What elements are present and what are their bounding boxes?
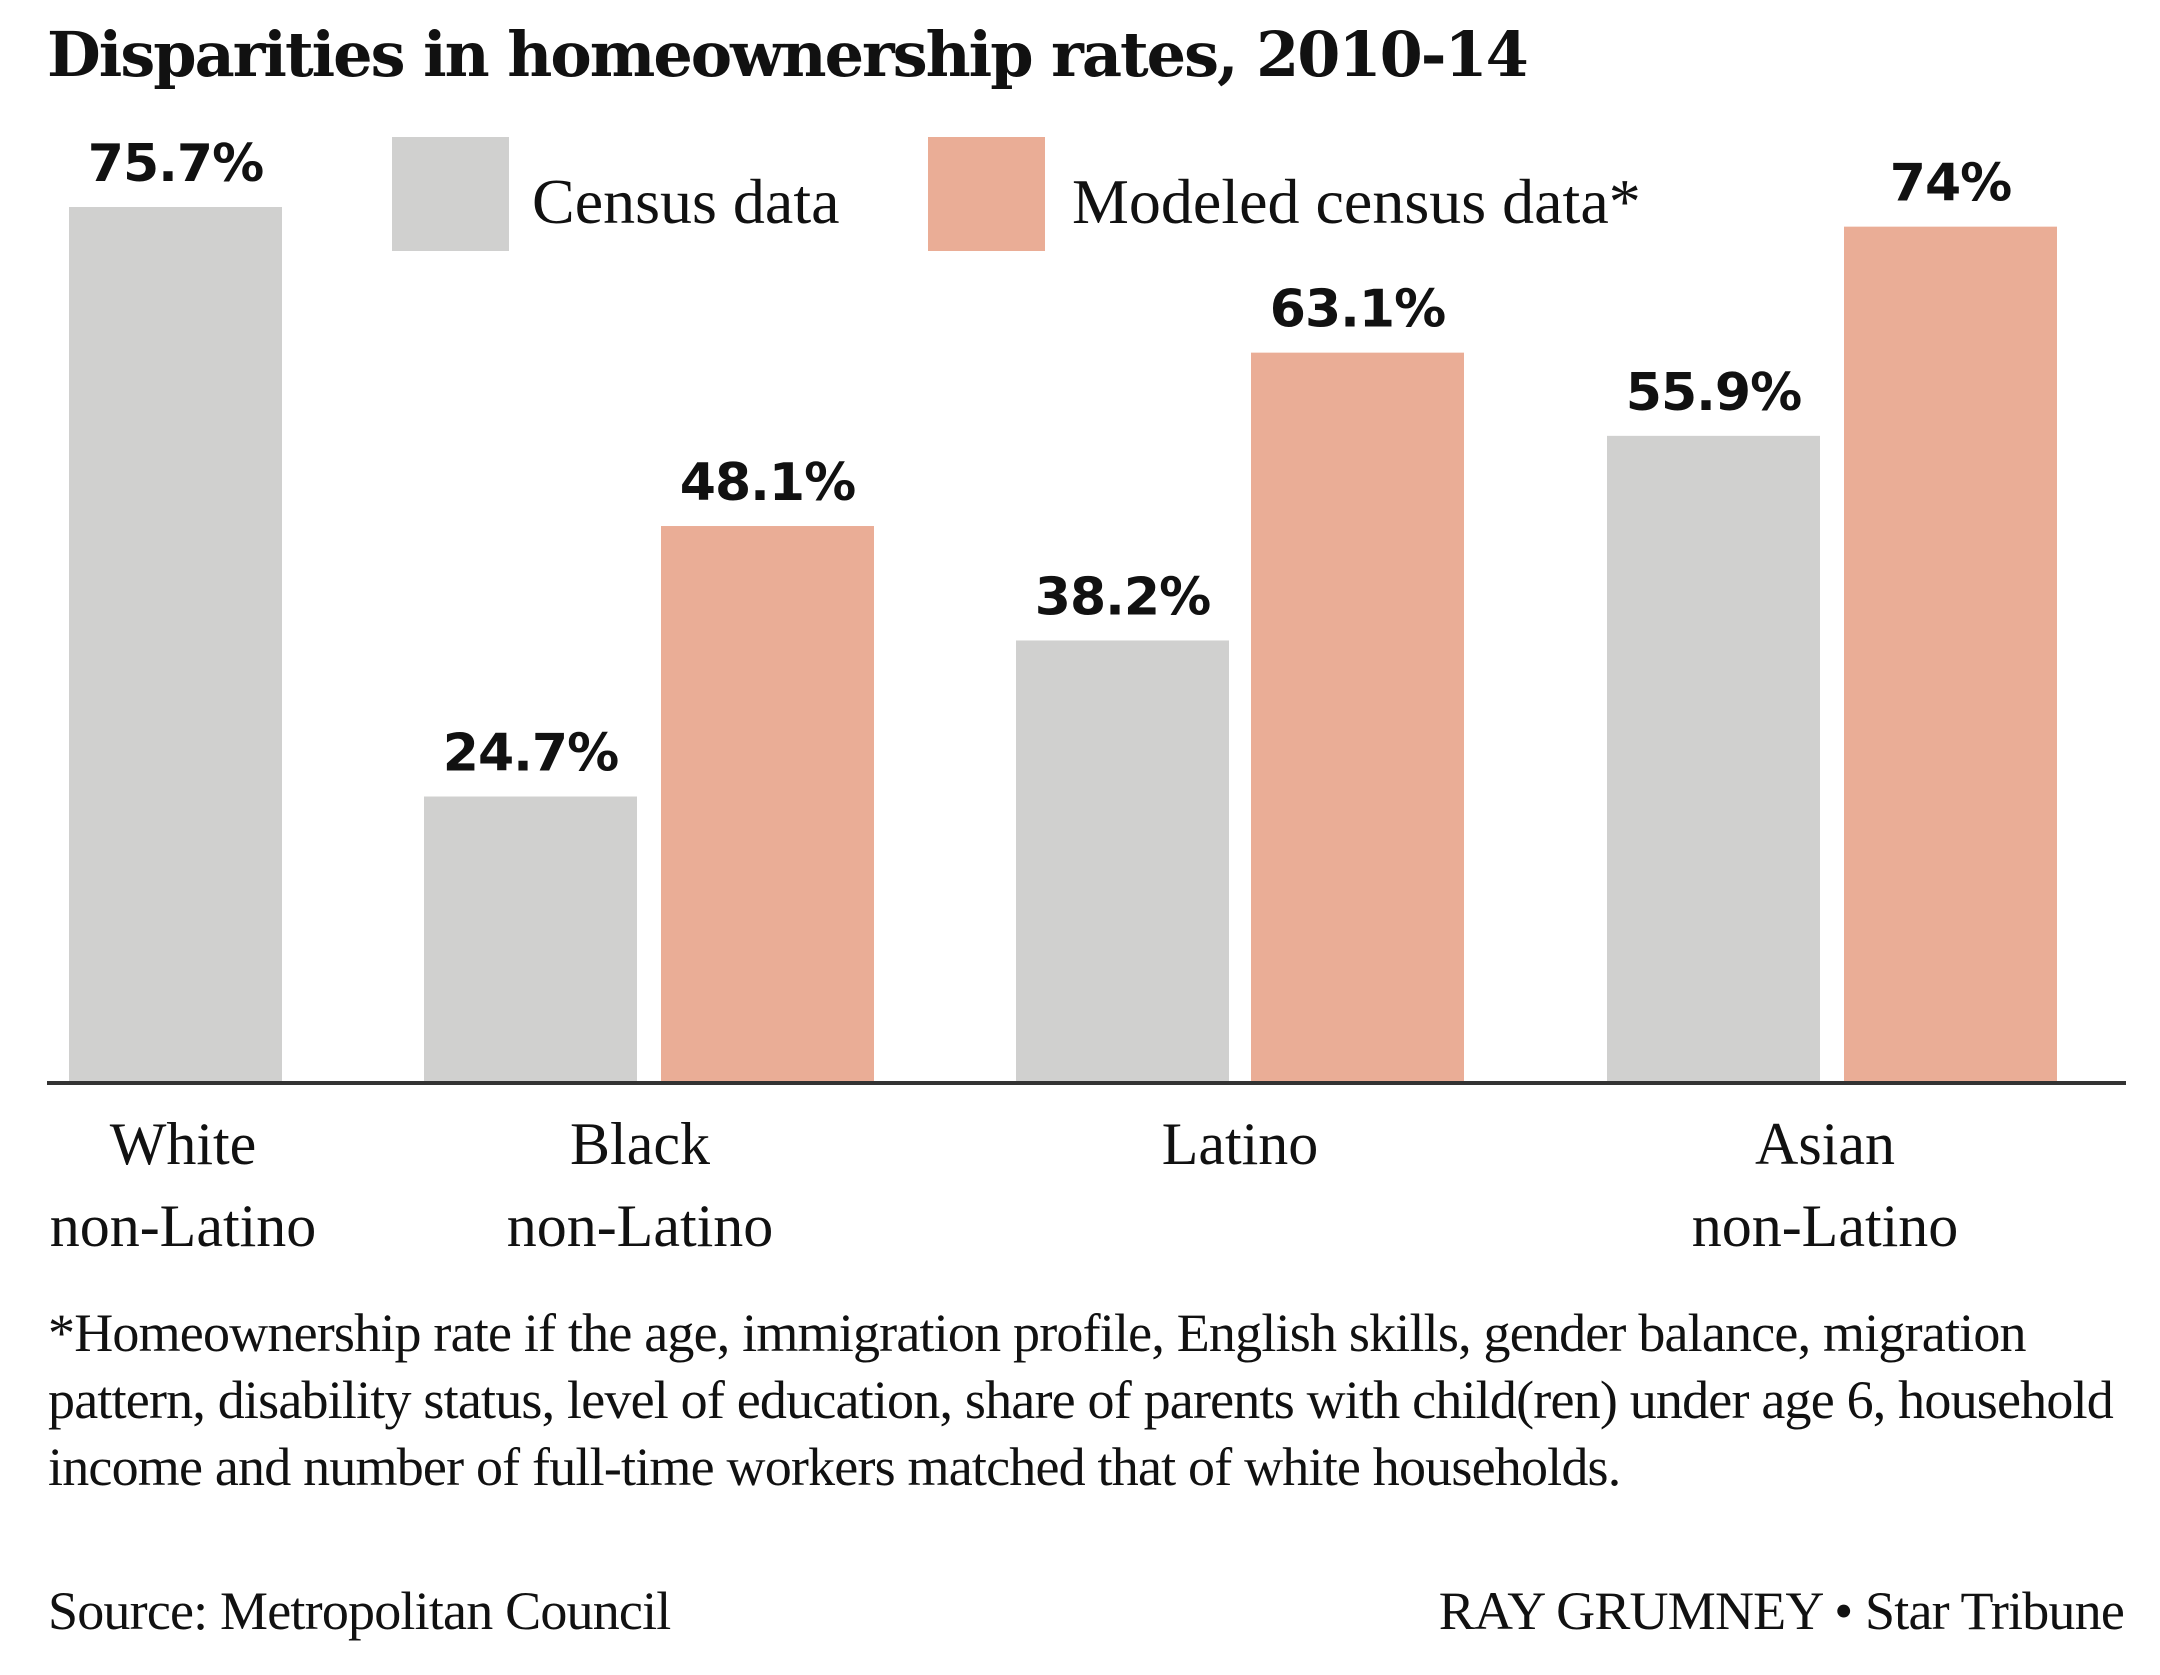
category-label-line2: non-Latino (506, 1193, 774, 1259)
source-note: Source: Metropolitan Council (48, 1581, 671, 1641)
bar-census-2 (1016, 640, 1229, 1082)
bar-census-1 (424, 796, 637, 1082)
legend-swatch-census (392, 137, 509, 251)
legend-label-census: Census data (532, 166, 840, 237)
data-label: 74% (1890, 154, 2011, 214)
legend-label-modeled: Modeled census data* (1072, 166, 1641, 237)
data-label: 63.1% (1270, 280, 1445, 340)
chart-title: Disparities in homeownership rates, 2010… (47, 18, 1529, 91)
bar-modeled-3 (1844, 226, 2057, 1083)
footnote: *Homeownership rate if the age, immigrat… (48, 1303, 2114, 1497)
bar-census-3 (1607, 435, 1820, 1083)
data-label: 38.2% (1035, 567, 1210, 627)
category-label-line2: non-Latino (49, 1193, 317, 1259)
category-label-line1: Asian (1755, 1111, 1895, 1177)
bar-modeled-1 (661, 526, 874, 1082)
category-label-line1: Latino (1161, 1111, 1319, 1177)
bar-modeled-2 (1251, 352, 1464, 1082)
category-label-white: White non-Latino (26, 1103, 340, 1267)
category-label-black: Black non-Latino (475, 1103, 805, 1267)
data-label: 48.1% (680, 453, 855, 513)
legend-swatch-modeled (928, 137, 1045, 251)
data-label: 55.9% (1626, 363, 1801, 423)
category-label-line1: Black (570, 1111, 710, 1177)
category-label-latino: Latino (1075, 1103, 1405, 1185)
category-label-asian: Asian non-Latino (1660, 1103, 1990, 1267)
category-label-line2: non-Latino (1691, 1193, 1959, 1259)
category-label-line1: White (109, 1111, 257, 1177)
credit-line: RAY GRUMNEY • Star Tribune (1438, 1581, 2125, 1641)
data-label: 75.7% (88, 134, 263, 194)
data-label: 24.7% (443, 723, 618, 783)
bar-census-0 (69, 207, 282, 1082)
